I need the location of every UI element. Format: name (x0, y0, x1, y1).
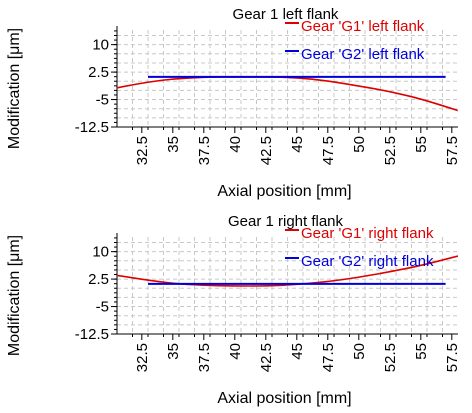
x-tick-label: 50 (351, 136, 368, 153)
x-tick-label: 32.5 (134, 343, 151, 372)
legend-label: Gear 'G2' right flank (301, 253, 434, 270)
x-tick-label: 37.5 (196, 136, 213, 165)
y-tick-label: 10 (92, 37, 109, 54)
x-tick-label: 52.5 (382, 136, 399, 165)
chart-title: Gear 1 left flank (233, 6, 339, 23)
grid (117, 30, 458, 128)
x-tick-label: 52.5 (382, 343, 399, 372)
y-tick-label: 2.5 (88, 64, 109, 81)
y-axis-label: Modification [μm] (6, 235, 23, 356)
x-tick-label: 57.5 (444, 343, 461, 372)
x-tick-label: 57.5 (444, 136, 461, 165)
chart-title: Gear 1 right flank (228, 213, 344, 230)
x-tick-label: 42.5 (258, 343, 275, 372)
x-tick-label: 42.5 (258, 136, 275, 165)
x-tick-label: 35 (165, 136, 182, 153)
chart-panel-left-flank: Gear 1 left flank 10 2.5 -5 -12.5 32.5 35 37.5 4… (6, 6, 461, 200)
legend-label: Gear 'G1' left flank (301, 18, 425, 35)
y-tick-label: -12.5 (75, 119, 109, 136)
legend-label: Gear 'G2' left flank (301, 46, 425, 63)
x-tick-label: 40 (227, 136, 244, 153)
x-tick-label: 55 (413, 136, 430, 153)
x-tick-label: 47.5 (320, 343, 337, 372)
x-tick-label: 50 (351, 343, 368, 360)
x-tick-label: 37.5 (196, 343, 213, 372)
series-line-g1 (117, 255, 458, 287)
x-tick-label: 55 (413, 343, 430, 360)
y-axis-label: Modification [μm] (6, 28, 23, 149)
x-tick-label: 45 (289, 136, 306, 153)
x-tick-label: 40 (227, 343, 244, 360)
y-tick-label: -5 (96, 299, 109, 316)
y-tick-label: 2.5 (88, 271, 109, 288)
x-axis-label: Axial position [mm] (217, 390, 351, 407)
x-tick-label: 47.5 (320, 136, 337, 165)
x-axis-label: Axial position [mm] (217, 183, 351, 200)
y-tick-label: -12.5 (75, 326, 109, 343)
x-tick-label: 35 (165, 343, 182, 360)
x-tick-label: 32.5 (134, 136, 151, 165)
y-tick-label: 10 (92, 244, 109, 261)
y-tick-label: -5 (96, 92, 109, 109)
chart-panel-right-flank: Gear 1 right flank 10 2.5 -5 -12.5 32.5 35 37.5… (6, 213, 461, 407)
legend-label: Gear 'G1' right flank (301, 225, 434, 242)
x-tick-label: 45 (289, 343, 306, 360)
